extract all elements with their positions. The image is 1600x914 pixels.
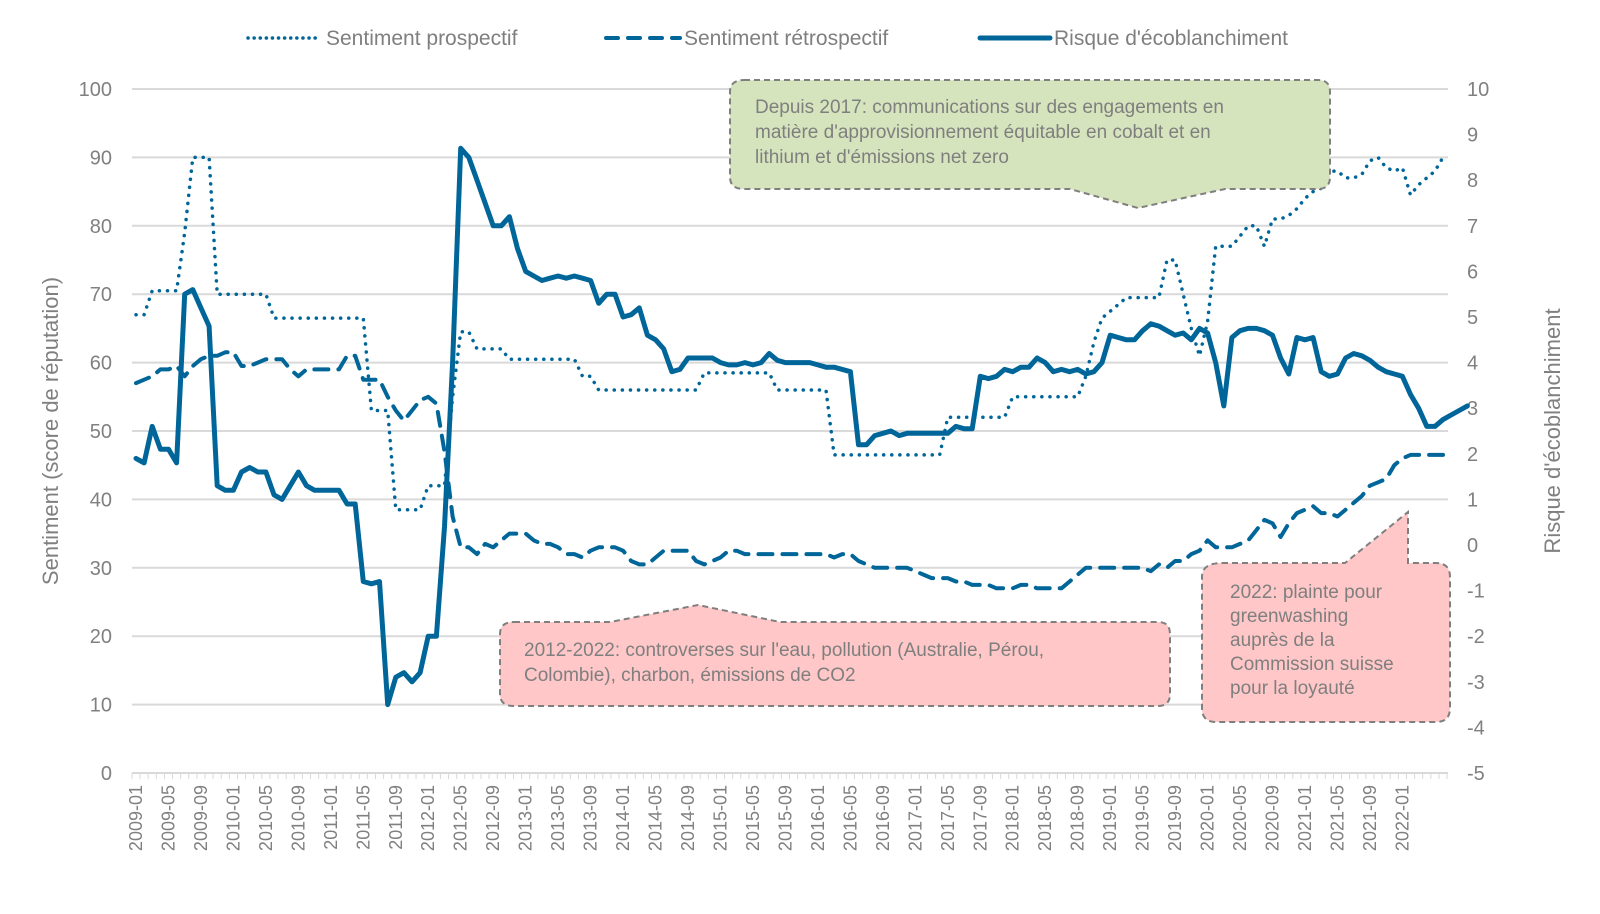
annotations: Depuis 2017: communications sur des enga… [499,79,1451,723]
left-tick-label: 40 [90,489,112,511]
left-axis-title: Sentiment (score de réputation) [38,277,63,585]
right-tick-label: 2 [1467,444,1478,466]
right-tick-label: -5 [1467,763,1485,785]
x-tick-label: 2017-01 [905,785,925,851]
right-tick-label: -2 [1467,626,1485,648]
right-tick-label: 1 [1467,489,1478,511]
x-tick-label: 2020-09 [1263,785,1283,851]
x-tick-label: 2016-05 [840,785,860,851]
right-tick-label: 3 [1467,398,1478,420]
x-tick-label: 2019-05 [1133,785,1153,851]
x-tick-label: 2017-09 [970,785,990,851]
right-tick-label: 8 [1467,170,1478,192]
x-tick-label: 2014-05 [646,785,666,851]
legend-label: Sentiment rétrospectif [684,27,888,50]
x-tick-label: 2012-01 [418,785,438,851]
right-tick-label: 5 [1467,307,1478,329]
callout-green-box [729,79,1331,210]
x-tick-label: 2018-01 [1003,785,1023,851]
x-tick-label: 2015-05 [743,785,763,851]
callout-pink-narrow-text: pour la loyauté [1230,678,1355,699]
callout-pink-narrow-text: 2022: plainte pour [1230,582,1383,603]
callout-pink-narrow-text: auprès de la [1230,630,1335,651]
callout-pink-narrow-text: greenwashing [1230,606,1348,627]
left-tick-label: 50 [90,421,112,443]
x-tick-label: 2022-01 [1392,785,1412,851]
left-tick-label: 30 [90,558,112,580]
x-tick-label: 2017-05 [938,785,958,851]
x-tick-label: 2010-01 [223,785,243,851]
left-tick-label: 100 [79,79,112,101]
x-tick-label: 2019-01 [1100,785,1120,851]
x-tick-label: 2015-01 [710,785,730,851]
right-tick-label: 10 [1467,79,1489,101]
callout-green-text: lithium et d'émissions net zero [755,147,1009,168]
x-tick-label: 2009-05 [158,785,178,851]
x-tick-label: 2014-09 [678,785,698,851]
x-tick-label: 2020-05 [1230,785,1250,851]
x-tick-label: 2011-05 [353,785,373,850]
right-axis-ticks: -5 -4 -3 -2 -1 0 1 2 3 4 5 6 7 8 9 10 [1467,79,1489,785]
callout-pink-narrow-box [1201,509,1451,723]
left-tick-label: 80 [90,216,112,238]
callout-green-text: matière d'approvisionnement équitable en… [755,122,1211,143]
right-tick-label: 7 [1467,216,1478,238]
legend: Sentiment prospectif Sentiment rétrospect… [246,27,1288,50]
x-tick-label: 2016-09 [873,785,893,851]
series-line-solid [133,145,1470,708]
x-tick-label: 2009-01 [126,785,146,851]
x-tick-label: 2012-05 [451,785,471,851]
x-tick-label: 2013-05 [548,785,568,851]
x-tick-label: 2021-09 [1360,785,1380,851]
right-tick-label: 9 [1467,125,1478,147]
left-tick-label: 70 [90,284,112,306]
x-tick-label: 2019-09 [1165,785,1185,851]
callout-green-text: Depuis 2017: communications sur des enga… [755,97,1224,118]
callout-pink-wide-box [499,603,1171,707]
right-tick-label: 6 [1467,261,1478,283]
right-tick-label: 4 [1467,353,1478,375]
series-lines [133,145,1470,708]
series-line-dotted [134,155,1445,512]
right-axis-title: Risque d'écoblanchiment [1540,308,1565,553]
x-axis: 2009-01 2009-05 2009-09 2010-01 2010-05 2010-… [126,772,1448,851]
left-tick-label: 90 [90,147,112,169]
x-tick-label: 2016-01 [808,785,828,851]
x-tick-label: 2018-09 [1068,785,1088,851]
x-tick-label: 2020-01 [1198,785,1218,851]
x-tick-label: 2009-09 [191,785,211,851]
x-tick-label: 2015-09 [775,785,795,851]
right-tick-label: -3 [1467,672,1485,694]
x-tick-label: 2011-01 [321,785,341,850]
left-tick-label: 10 [90,695,112,717]
series-line-dashed [134,350,1445,591]
x-tick-label: 2014-01 [613,785,633,851]
x-tick-label: 2012-09 [483,785,503,851]
legend-label: Sentiment prospectif [326,27,518,50]
x-tick-label: 2010-09 [288,785,308,851]
x-tick-label: 2021-01 [1295,785,1315,851]
callout-pink-wide-text: Colombie), charbon, émissions de CO2 [524,665,856,686]
x-tick-label: 2021-05 [1327,785,1347,851]
x-tick-label: 2011-09 [386,785,406,850]
right-tick-label: 0 [1467,535,1478,557]
right-tick-label: -4 [1467,717,1485,739]
callout-pink-wide-text: 2012-2022: controverses sur l'eau, pollu… [524,640,1044,661]
left-tick-label: 20 [90,626,112,648]
left-tick-label: 0 [101,763,112,785]
left-axis-ticks: 0 10 20 30 40 50 60 70 80 90 100 [79,79,112,785]
x-tick-label: 2013-01 [516,785,536,851]
legend-label: Risque d'écoblanchiment [1054,27,1288,50]
right-tick-label: -1 [1467,581,1485,603]
left-tick-label: 60 [90,353,112,375]
x-tick-label: 2018-05 [1035,785,1055,851]
x-tick-label: 2013-09 [581,785,601,851]
callout-pink-narrow-text: Commission suisse [1230,654,1394,675]
x-tick-label: 2010-05 [256,785,276,851]
